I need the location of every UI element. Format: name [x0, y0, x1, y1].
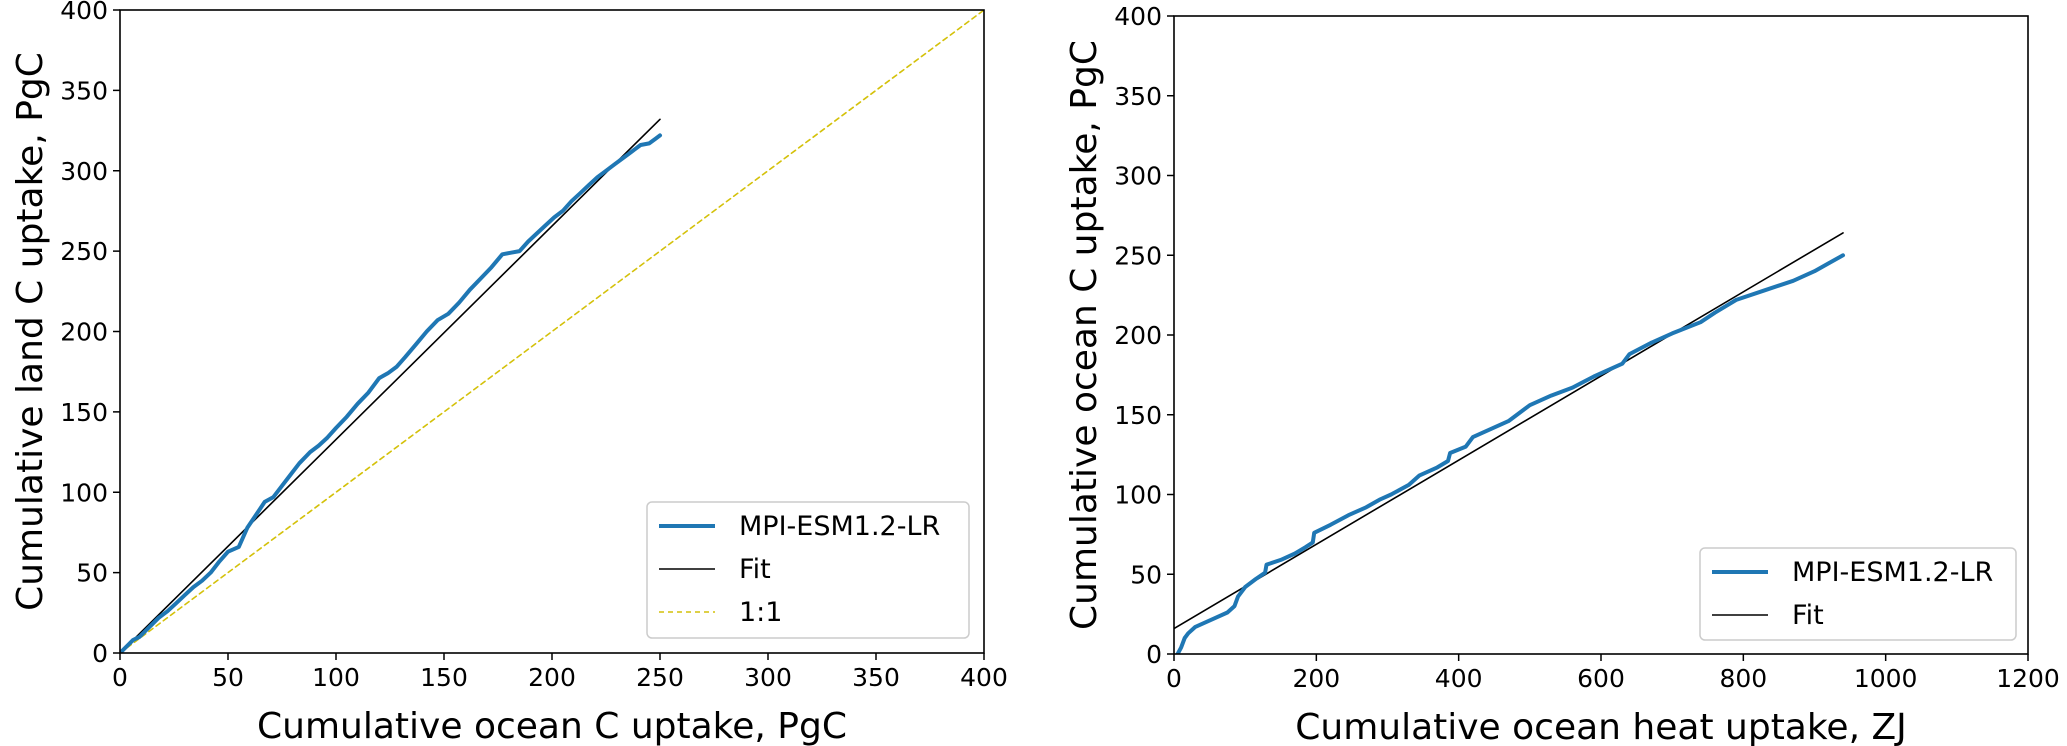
plot-area: [120, 10, 984, 653]
x-tick-label: 800: [1719, 664, 1767, 693]
x-tick-label: 600: [1577, 664, 1625, 693]
plot-area: [1174, 232, 1845, 654]
series-line-fit: [1174, 232, 1844, 630]
y-tick-label: 50: [76, 559, 108, 588]
y-tick-label: 50: [1130, 560, 1162, 589]
x-tick-label: 150: [420, 663, 468, 692]
x-tick-label: 200: [528, 663, 576, 692]
chart-ocean-carbon-vs-heat: 0 200 400 600 800 1000 1200 0 50 100 150 200 250 300 3…: [1064, 2, 2060, 746]
y-tick-label: 250: [1114, 241, 1162, 270]
x-tick-label: 50: [212, 663, 244, 692]
legend-label: MPI-ESM1.2-LR: [739, 511, 940, 542]
y-tick-label: 100: [1114, 481, 1162, 510]
legend: MPI-ESM1.2-LR Fit 1:1: [646, 501, 970, 639]
x-tick-label: 250: [636, 663, 684, 692]
x-tick-label: 300: [744, 663, 792, 692]
y-tick-label: 400: [60, 0, 108, 25]
y-tick-label: 0: [1146, 640, 1162, 669]
y-tick-label: 400: [1114, 2, 1162, 31]
x-tick-label: 400: [1435, 664, 1483, 693]
legend-label: MPI-ESM1.2-LR: [1792, 557, 1993, 588]
series-line-1-1: [120, 10, 984, 653]
y-axis-label: Cumulative land C uptake, PgC: [10, 52, 51, 611]
y-tick-label: 150: [60, 398, 108, 427]
y-tick-label: 300: [1114, 162, 1162, 191]
series-line-mpi-esm1-2-lr: [120, 133, 662, 653]
legend-label: Fit: [1792, 600, 1824, 631]
y-axis-label: Cumulative ocean C uptake, PgC: [1064, 40, 1105, 630]
x-axis-label: Cumulative ocean heat uptake, ZJ: [1295, 707, 1907, 746]
x-tick-label: 0: [1166, 664, 1182, 693]
x-tick-label: 200: [1292, 664, 1340, 693]
x-tick-label: 100: [312, 663, 360, 692]
legend-label: 1:1: [739, 597, 782, 628]
chart-land-vs-ocean-carbon: 0 50 100 150 200 250 300 350 400 0 50 100 150 200 250 3…: [10, 0, 1008, 746]
y-tick-label: 350: [1114, 82, 1162, 111]
y-tick-label: 100: [60, 478, 108, 507]
legend-label: Fit: [739, 554, 771, 585]
y-tick-label: 250: [60, 237, 108, 266]
legend-box: [1699, 547, 2017, 641]
series-line-fit: [120, 118, 661, 653]
legend: MPI-ESM1.2-LR Fit: [1699, 547, 2017, 641]
x-tick-label: 1000: [1854, 664, 1918, 693]
y-tick-label: 200: [60, 318, 108, 347]
x-tick-label: 400: [960, 663, 1008, 692]
x-tick-label: 1200: [1996, 664, 2060, 693]
legend-box: [646, 501, 970, 639]
y-tick-label: 200: [1114, 321, 1162, 350]
y-tick-label: 350: [60, 76, 108, 105]
y-tick-label: 150: [1114, 401, 1162, 430]
y-tick-label: 300: [60, 157, 108, 186]
x-tick-label: 350: [852, 663, 900, 692]
series-line-mpi-esm1-2-lr: [1175, 253, 1845, 654]
y-tick-label: 0: [92, 639, 108, 668]
x-axis-label: Cumulative ocean C uptake, PgC: [257, 706, 847, 746]
x-tick-label: 0: [112, 663, 128, 692]
